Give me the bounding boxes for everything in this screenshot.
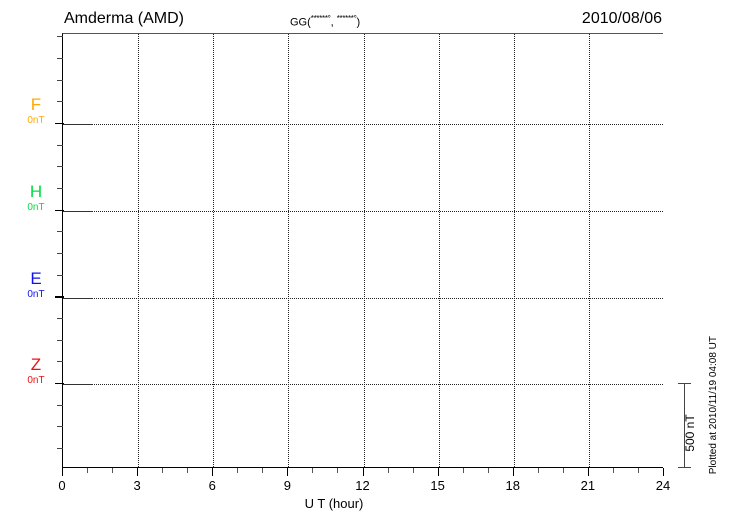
x-axis-title: U T (hour): [0, 496, 730, 511]
x-axis-minor-tick: [412, 468, 414, 473]
x-axis-major-tick: [212, 468, 214, 476]
y-axis-minor-tick: [57, 188, 63, 189]
y-axis-minor-tick: [57, 36, 63, 37]
coords-longitude: ******°: [336, 14, 357, 23]
component-letter: Z: [30, 355, 42, 374]
baseline-f: [63, 124, 663, 125]
grid-line-vertical: [288, 34, 290, 467]
scale-bar-label: 500 nT: [683, 413, 697, 452]
y-axis-major-tick: [55, 296, 64, 297]
x-axis-major-tick: [512, 468, 514, 476]
component-label-h: H 0nT: [14, 183, 58, 214]
x-axis-major-tick: [287, 468, 289, 476]
baseline-z: [63, 384, 663, 385]
baseline-e: [63, 298, 663, 299]
x-axis-minor-tick: [637, 468, 639, 473]
x-axis-minor-tick: [337, 468, 339, 473]
y-axis-major-tick: [55, 297, 64, 298]
y-axis-minor-tick: [57, 426, 63, 427]
y-axis-major-tick: [55, 210, 64, 211]
component-label-e: E 0nT: [14, 270, 58, 301]
grid-line-vertical: [588, 34, 590, 467]
coords-prefix: GG: [290, 16, 308, 29]
x-axis-major-tick: [362, 468, 364, 476]
coords-latitude: ******°: [310, 14, 331, 23]
component-baseline-value: 0nT: [27, 289, 45, 300]
plot-inner: [63, 34, 663, 467]
component-letter: E: [30, 269, 42, 288]
component-baseline-value: 0nT: [27, 202, 45, 213]
component-label-f: F 0nT: [14, 96, 58, 127]
y-axis-minor-tick: [57, 318, 63, 319]
baseline-stub: [63, 124, 93, 125]
component-letter: F: [30, 95, 42, 114]
x-axis-tick-label: 15: [430, 478, 445, 493]
x-axis-major-tick: [587, 468, 589, 476]
scale-bar-bottom-cap: [678, 467, 691, 468]
geographic-coordinates: GG(******°, ******°): [290, 14, 361, 29]
plotted-at-timestamp: Plotted at 2010/11/19 04:08 UT: [708, 336, 719, 475]
grid-line-vertical: [138, 34, 140, 467]
x-axis-minor-tick: [537, 468, 539, 473]
x-axis-tick-label: 6: [208, 478, 216, 493]
x-axis-tick-label: 0: [58, 478, 66, 493]
y-axis-minor-tick: [57, 101, 63, 102]
component-baseline-value: 0nT: [27, 375, 45, 386]
y-axis-minor-tick: [57, 361, 63, 362]
y-axis-major-tick: [55, 383, 64, 384]
grid-line-vertical: [213, 34, 215, 467]
x-axis-tick-label: 3: [133, 478, 141, 493]
x-axis-minor-tick: [162, 468, 164, 473]
observation-date: 2010/08/06: [581, 10, 662, 27]
x-axis-minor-tick: [87, 468, 89, 473]
baseline-h: [63, 211, 663, 212]
y-axis-minor-tick: [57, 275, 63, 276]
x-axis-minor-tick: [562, 468, 564, 473]
y-axis-minor-tick: [57, 253, 63, 254]
y-axis-minor-tick: [57, 145, 63, 146]
x-axis-tick-label: 9: [283, 478, 291, 493]
y-axis-minor-tick: [57, 405, 63, 406]
grid-line-vertical: [513, 34, 515, 467]
x-axis-major-tick: [62, 468, 63, 476]
y-axis-minor-tick: [57, 80, 63, 81]
y-axis-minor-tick: [57, 58, 63, 59]
baseline-stub: [63, 384, 93, 385]
x-axis-minor-tick: [612, 468, 614, 473]
x-axis-tick-label: 12: [355, 478, 370, 493]
grid-line-vertical: [363, 34, 365, 467]
x-axis-major-tick: [437, 468, 439, 476]
x-axis-tick-label: 24: [655, 478, 671, 493]
x-axis-minor-tick: [487, 468, 489, 473]
x-axis-minor-tick: [462, 468, 464, 473]
plot-area: [62, 33, 663, 468]
component-baseline-value: 0nT: [27, 115, 45, 126]
grid-line-vertical: [438, 34, 440, 467]
x-axis-tick-label: 18: [505, 478, 520, 493]
x-axis-minor-tick: [237, 468, 239, 473]
x-axis-minor-tick: [262, 468, 264, 473]
y-axis-minor-tick: [57, 166, 63, 167]
scale-bar-line: [684, 383, 685, 468]
baseline-stub: [63, 211, 93, 212]
component-label-z: Z 0nT: [14, 356, 58, 387]
y-axis-minor-tick: [57, 340, 63, 341]
component-letter: H: [29, 182, 43, 201]
x-axis-major-tick: [663, 468, 664, 476]
y-axis-minor-tick: [57, 448, 63, 449]
x-axis-minor-tick: [387, 468, 389, 473]
baseline-stub: [63, 298, 93, 299]
x-axis-title-text: U T (hour): [304, 496, 364, 511]
station-title: Amderma (AMD): [64, 10, 185, 27]
x-axis-major-tick: [137, 468, 139, 476]
x-axis-minor-tick: [312, 468, 314, 473]
x-axis-tick-label: 21: [580, 478, 596, 493]
y-axis-major-tick: [55, 123, 64, 124]
y-axis-minor-tick: [57, 231, 63, 232]
x-axis-minor-tick: [112, 468, 114, 473]
x-axis-minor-tick: [187, 468, 189, 473]
